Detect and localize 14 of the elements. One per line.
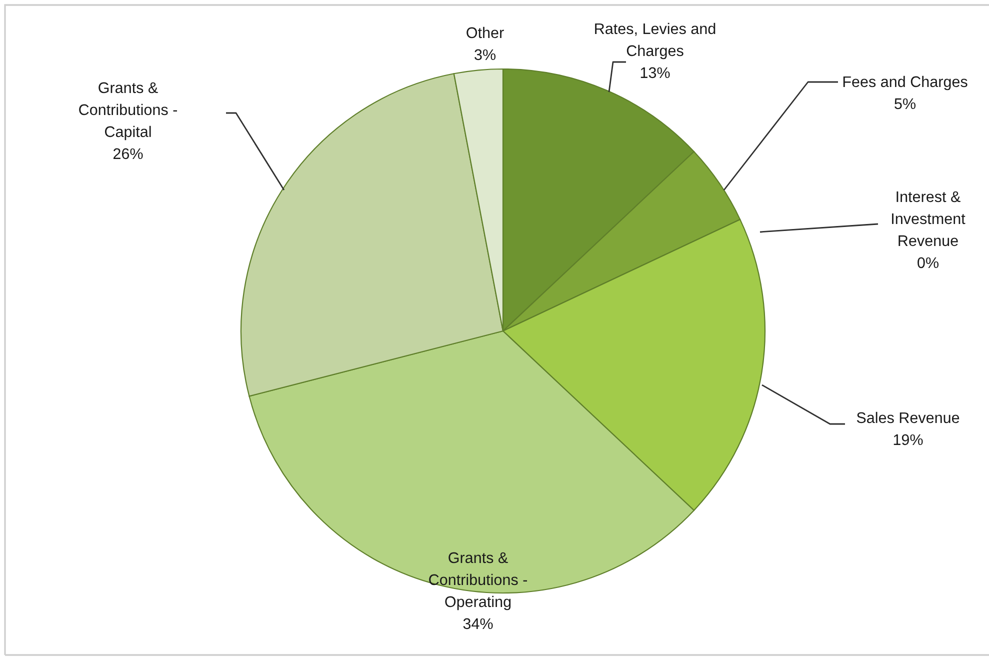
slice-label: Other [466, 26, 504, 38]
slice-label: Grants & Contributions - Capital [79, 82, 177, 140]
data-label: 3% [474, 49, 496, 60]
slice-label: Rates, Levies and Charges [595, 22, 716, 60]
slice-label: Fees and Charges [843, 76, 968, 90]
data-label: 26% [113, 148, 143, 160]
category-label: Interest & Investment Revenue [892, 191, 966, 246]
slice-label: Grants & Contributions - Operating [429, 552, 527, 610]
slice-label: Sales Revenue [856, 412, 960, 424]
data-label: 34% [463, 618, 493, 630]
data-label: 5% [894, 98, 916, 110]
data-label: 19% [894, 434, 923, 446]
text: 0% [918, 257, 938, 268]
data-label: 13% [640, 67, 670, 78]
